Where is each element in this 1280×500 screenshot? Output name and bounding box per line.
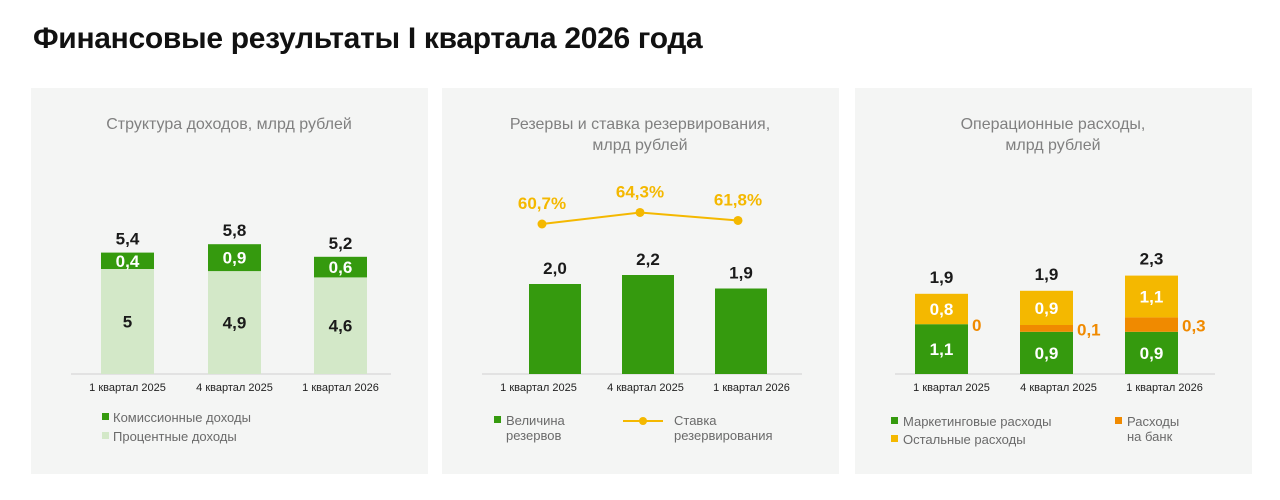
reserves-panel: Резервы и ставка резервирования, млрд руб…: [442, 88, 839, 474]
bar-marketing: [1020, 331, 1073, 374]
chart-title: млрд рублей: [592, 137, 687, 154]
rate-point: [537, 219, 547, 229]
bar-other: [915, 293, 968, 325]
bar-interest-label: 4,6: [329, 317, 353, 336]
bar-interest: [208, 271, 261, 374]
x-tick-label: 1 квартал 2025: [913, 382, 990, 394]
opex-panel: Операционные расходы, млрд рублей 1 кварта…: [855, 88, 1252, 474]
bar-reserves: [715, 288, 767, 374]
bar-marketing: [915, 324, 968, 374]
bar-other: [1020, 290, 1073, 325]
legend-swatch: [1115, 417, 1122, 424]
bar-commission: [208, 244, 261, 272]
income-structure-chart: Структура доходов, млрд рублей 1 квартал …: [71, 116, 391, 444]
legend-swatch: [102, 432, 109, 439]
x-tick-label: 1 квартал 2025: [500, 382, 577, 394]
bar-commission-label: 0,4: [116, 252, 140, 271]
bar-bank-label: 0,1: [1077, 320, 1101, 339]
legend-label: на банк: [1127, 429, 1173, 444]
x-tick-label: 4 квартал 2025: [196, 382, 273, 394]
bar-total-label: 2,3: [1140, 250, 1164, 269]
reserves-chart: Резервы и ставка резервирования, млрд руб…: [482, 116, 802, 443]
bar-marketing: [1125, 331, 1178, 374]
bar-other-label: 0,8: [930, 300, 954, 319]
legend-label: Величина: [506, 413, 566, 428]
bar-bank-label: 0: [972, 316, 981, 335]
legend-swatch: [494, 416, 501, 423]
legend-label: резервов: [506, 428, 561, 443]
x-tick-label: 1 квартал 2026: [1126, 382, 1203, 394]
bar-other-label: 0,9: [1035, 299, 1059, 318]
bar-reserves: [622, 275, 674, 374]
bar-commission-label: 0,9: [223, 249, 247, 268]
bar-interest: [101, 269, 154, 374]
rate-point: [733, 215, 743, 225]
x-tick-label: 4 квартал 2025: [607, 382, 684, 394]
bar-reserves-label: 2,0: [543, 259, 567, 278]
bar-marketing-label: 1,1: [930, 340, 954, 359]
bar-total-label: 5,8: [223, 221, 247, 240]
bar-marketing-label: 0,9: [1140, 344, 1164, 363]
rate-label: 60,7%: [518, 194, 566, 213]
legend-label: Остальные расходы: [903, 432, 1026, 447]
x-tick-label: 4 квартал 2025: [1020, 382, 1097, 394]
bar-interest-label: 4,9: [223, 314, 247, 333]
bar-interest-label: 5: [123, 313, 132, 332]
opex-chart: Операционные расходы, млрд рублей 1 кварта…: [891, 116, 1215, 447]
bar-commission: [314, 256, 367, 278]
bar-bank-label: 0,3: [1182, 317, 1206, 336]
bar-other-label: 1,1: [1140, 288, 1164, 307]
page-title: Финансовые результаты I квартала 2026 го…: [33, 22, 703, 55]
legend-label: Комиссионные доходы: [113, 410, 251, 425]
bar-bank: [1020, 325, 1073, 332]
legend-point-swatch: [639, 417, 647, 425]
bar-total-label: 1,9: [1035, 265, 1059, 284]
rate-label: 64,3%: [616, 182, 664, 201]
bar-total-label: 1,9: [930, 268, 954, 287]
bar-reserves-label: 2,2: [636, 250, 660, 269]
bar-total-label: 5,2: [329, 234, 353, 253]
bar-commission: [101, 252, 154, 269]
chart-title: млрд рублей: [1005, 137, 1100, 154]
legend-label: Расходы: [1127, 414, 1179, 429]
bar-reserves: [529, 284, 581, 374]
rate-label: 61,8%: [714, 190, 762, 209]
rate-point: [635, 207, 645, 217]
bar-interest: [314, 277, 367, 374]
legend-label: Процентные доходы: [113, 429, 237, 444]
chart-title: Операционные расходы,: [961, 116, 1146, 133]
legend-swatch: [891, 435, 898, 442]
x-tick-label: 1 квартал 2025: [89, 382, 166, 394]
bar-commission-label: 0,6: [329, 258, 353, 277]
bar-total-label: 5,4: [116, 230, 140, 249]
legend-label: резервирования: [674, 428, 773, 443]
legend-label: Маркетинговые расходы: [903, 414, 1051, 429]
income-structure-panel: Структура доходов, млрд рублей 1 квартал …: [31, 88, 428, 474]
legend-label: Ставка: [674, 413, 717, 428]
x-tick-label: 1 квартал 2026: [302, 382, 379, 394]
legend-swatch: [891, 417, 898, 424]
bar-reserves-label: 1,9: [729, 264, 753, 283]
legend-swatch: [102, 413, 109, 420]
x-tick-label: 1 квартал 2026: [713, 382, 790, 394]
bar-bank: [1125, 317, 1178, 332]
chart-title: Структура доходов, млрд рублей: [106, 116, 352, 133]
bar-other: [1125, 275, 1178, 318]
bar-marketing-label: 0,9: [1035, 344, 1059, 363]
chart-title: Резервы и ставка резервирования,: [510, 116, 770, 133]
